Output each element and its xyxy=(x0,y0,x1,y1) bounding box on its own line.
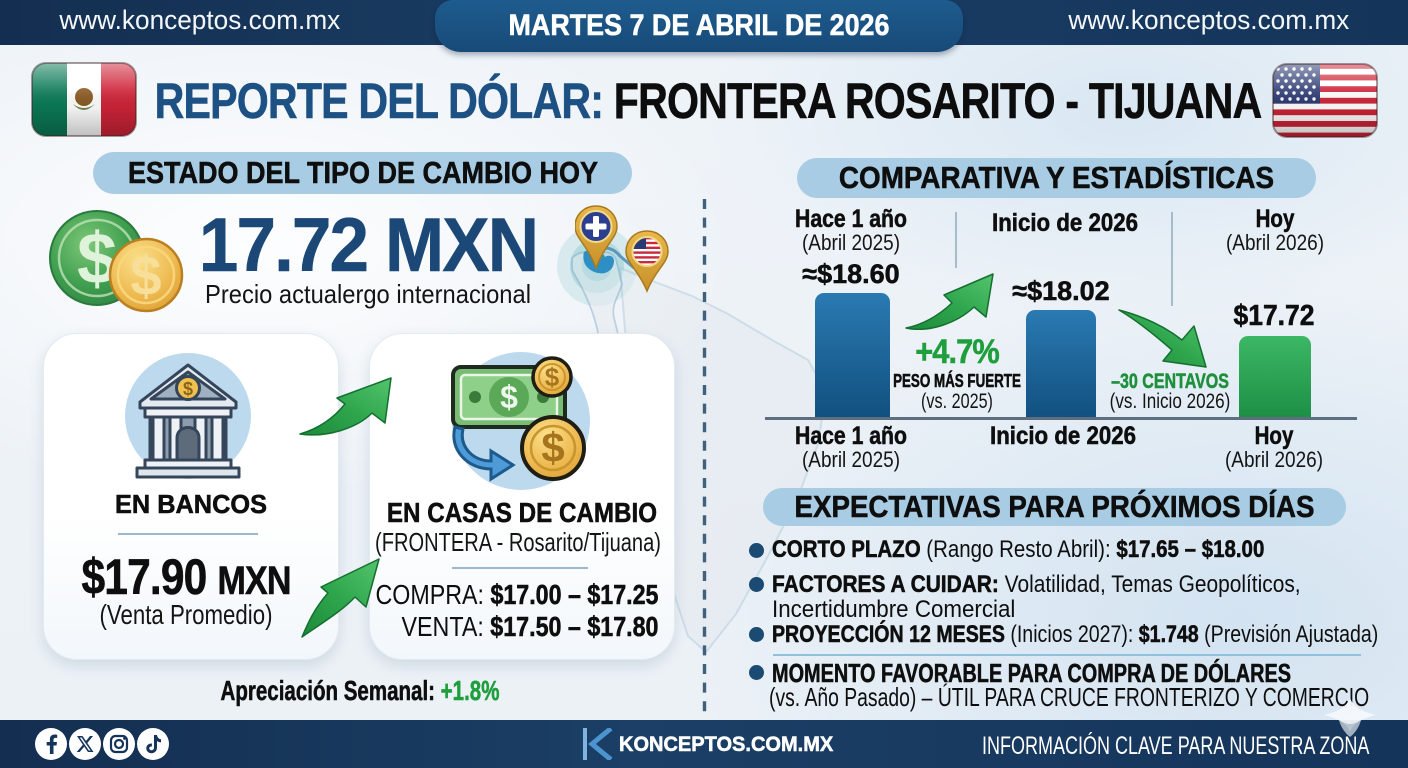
svg-text:$: $ xyxy=(183,379,193,399)
svg-text:$: $ xyxy=(500,379,518,415)
svg-text:$: $ xyxy=(541,424,564,471)
svg-text:$: $ xyxy=(545,362,560,392)
svg-text:$: $ xyxy=(130,244,161,307)
